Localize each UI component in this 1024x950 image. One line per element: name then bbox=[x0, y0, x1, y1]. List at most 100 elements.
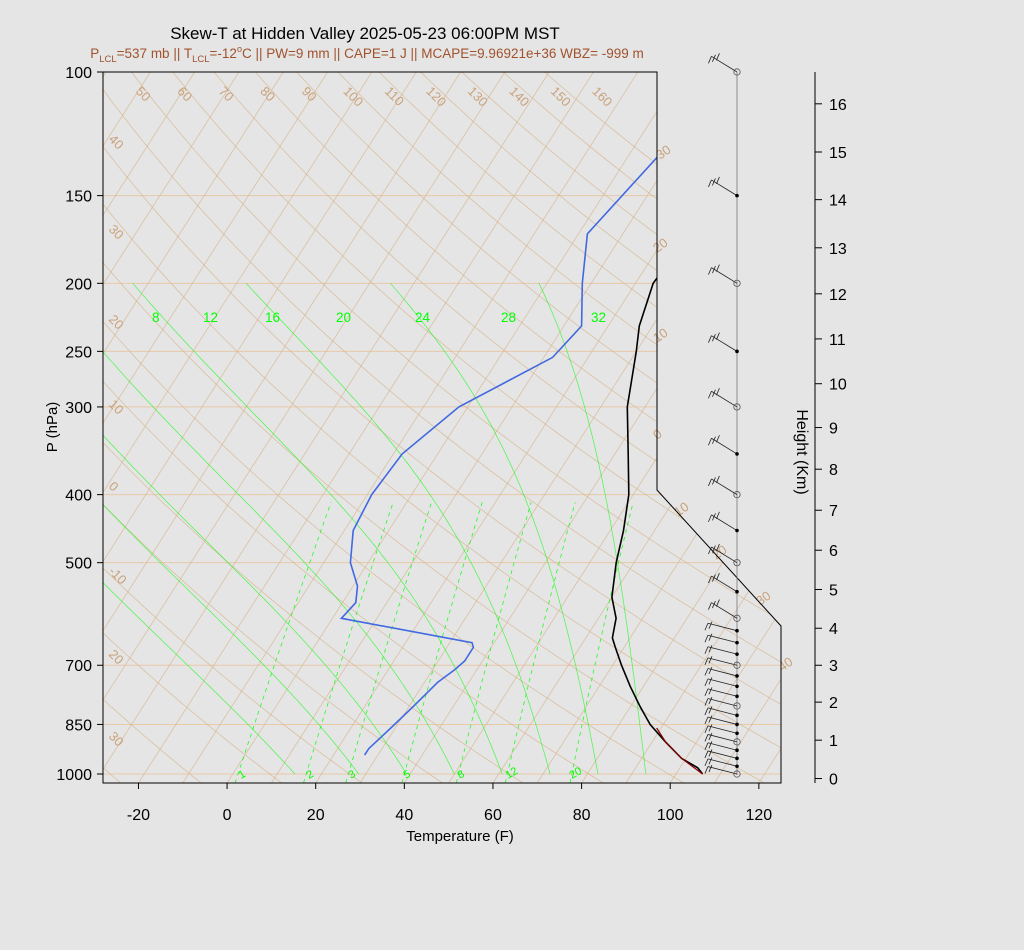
height-tick-label: 5 bbox=[829, 583, 838, 600]
wind-barb bbox=[707, 698, 738, 707]
wind-barb bbox=[708, 267, 712, 275]
wind-barb bbox=[708, 757, 713, 765]
dry-adiabat-line bbox=[461, 72, 781, 783]
isotherm-line bbox=[103, 72, 151, 783]
wind-barb bbox=[707, 707, 738, 716]
isotherm-label: 60 bbox=[174, 84, 195, 105]
wind-station-dot bbox=[735, 722, 739, 727]
wind-barb bbox=[711, 514, 738, 531]
wind-barb bbox=[716, 332, 720, 340]
wind-barb bbox=[708, 687, 713, 695]
dry-adiabat-line bbox=[296, 72, 781, 783]
temperature-line bbox=[611, 72, 781, 775]
wind-barb bbox=[704, 635, 709, 643]
moist-adiabat-line bbox=[103, 283, 455, 775]
wind-barb bbox=[704, 716, 709, 725]
height-tick-label: 7 bbox=[829, 503, 838, 520]
isotherm-label: 0 bbox=[106, 479, 122, 495]
wind-station-dot bbox=[735, 764, 739, 769]
isotherm-label: 150 bbox=[548, 84, 574, 110]
wind-barb bbox=[708, 645, 713, 653]
moist-adiabat-line bbox=[538, 283, 647, 775]
wind-barb bbox=[708, 179, 712, 188]
wind-barb bbox=[707, 668, 738, 677]
isotherm-line bbox=[315, 72, 772, 783]
wind-barb bbox=[707, 688, 738, 697]
y-axis-label: P (hPa) bbox=[44, 402, 61, 453]
isotherm-label: 30 bbox=[106, 222, 127, 243]
wind-barb bbox=[708, 438, 712, 446]
mixing-ratio-label: 28 bbox=[501, 310, 516, 325]
mixing-ratio-label: 12 bbox=[203, 310, 218, 325]
isotherm-label: 40 bbox=[775, 654, 795, 675]
mixing-ratio-label: 24 bbox=[415, 310, 431, 325]
pressure-tick-label: 250 bbox=[65, 344, 92, 361]
dry-adiabat-line bbox=[502, 72, 781, 783]
mixing-ratio-line bbox=[303, 502, 394, 783]
wind-barb bbox=[708, 749, 713, 757]
wind-calm-circle bbox=[733, 491, 741, 499]
wind-barb bbox=[707, 766, 738, 775]
isotherm-line bbox=[714, 72, 781, 783]
mixing-ratio-label: 3 bbox=[347, 768, 358, 781]
temperature-tick-label: 40 bbox=[395, 807, 413, 824]
isotherm-line bbox=[492, 72, 781, 783]
dry-adiabat-line bbox=[103, 72, 363, 783]
mixing-ratio-line bbox=[345, 502, 432, 783]
dry-adiabat-line bbox=[103, 72, 685, 783]
isotherm-line bbox=[847, 72, 1024, 783]
wind-barb bbox=[708, 706, 713, 714]
height-tick-label: 1 bbox=[829, 733, 838, 750]
dry-adiabat-line bbox=[213, 72, 781, 783]
wind-barb bbox=[716, 264, 720, 272]
wind-barb bbox=[707, 646, 738, 655]
wind-barb bbox=[708, 335, 712, 343]
wind-barb bbox=[716, 435, 720, 443]
dewpoint-line bbox=[339, 72, 781, 756]
mixing-ratio-label: 16 bbox=[265, 310, 280, 325]
wind-barb bbox=[708, 715, 713, 723]
isotherm-label: 50 bbox=[133, 84, 154, 105]
wind-station-dot bbox=[735, 628, 739, 633]
height-tick-label: 9 bbox=[829, 421, 838, 438]
mixing-ratio-label: 12 bbox=[504, 765, 521, 782]
mixing-ratio-line bbox=[455, 502, 532, 783]
temperature-tick-label: 120 bbox=[745, 807, 772, 824]
wind-barb bbox=[716, 388, 720, 396]
height-tick-label: 2 bbox=[829, 695, 838, 712]
wind-barb bbox=[707, 758, 738, 767]
isotherm-label: 110 bbox=[382, 84, 407, 109]
wind-barb bbox=[716, 176, 720, 185]
dry-adiabat-line bbox=[255, 72, 781, 783]
height-axis-label: Height (Km) bbox=[793, 409, 810, 494]
wind-barb bbox=[704, 678, 709, 687]
height-tick-label: 6 bbox=[829, 543, 838, 560]
dry-adiabat-line bbox=[420, 72, 781, 783]
pressure-tick-label: 300 bbox=[65, 400, 92, 417]
temperature-tick-label: 60 bbox=[484, 807, 502, 824]
isotherm-line bbox=[226, 72, 683, 783]
moist-adiabat-line bbox=[103, 283, 407, 775]
wind-barb bbox=[708, 677, 713, 685]
wind-barb bbox=[716, 53, 720, 61]
wind-station-dot bbox=[735, 756, 739, 761]
height-tick-label: 16 bbox=[829, 97, 847, 114]
wind-barb bbox=[708, 514, 712, 523]
isotherm-line bbox=[182, 72, 639, 783]
isotherm-line bbox=[103, 72, 550, 783]
wind-barb bbox=[712, 574, 716, 582]
wind-barb bbox=[704, 707, 709, 716]
wind-barb bbox=[712, 54, 716, 62]
temperature-tick-label: 80 bbox=[573, 807, 591, 824]
wind-barb bbox=[707, 750, 738, 759]
height-tick-label: 11 bbox=[829, 332, 846, 349]
wind-station-dot bbox=[735, 748, 739, 753]
mixing-ratio-label: 1 bbox=[237, 768, 248, 781]
dry-adiabat-line bbox=[103, 72, 202, 783]
isotherm-line bbox=[669, 72, 781, 783]
wind-barb bbox=[708, 391, 712, 399]
wind-barb bbox=[716, 543, 720, 552]
mixing-ratio-line bbox=[401, 502, 483, 783]
mixing-ratio-line bbox=[234, 502, 332, 783]
isotherm-line bbox=[103, 72, 240, 783]
